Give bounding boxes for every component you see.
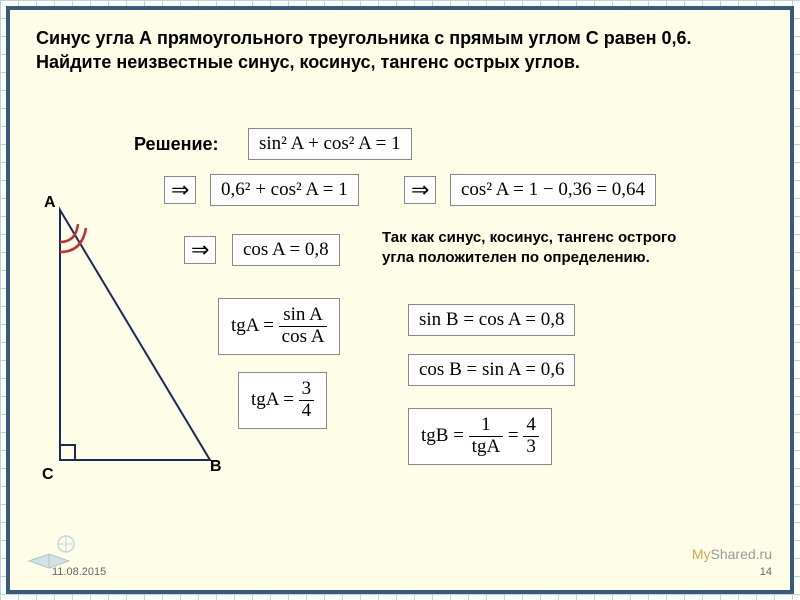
tgA-val-lhs: tgA = [251, 389, 294, 410]
note-line2: угла положителен по определению. [382, 248, 650, 268]
formula-tgA-val: tgA = 3 4 [238, 372, 327, 429]
formula-cosA: cos A = 0,8 [232, 234, 340, 266]
watermark-my: My [692, 546, 711, 562]
note-line1: Так как синус, косинус, тангенс острого [382, 228, 676, 248]
problem-text: Синус угла А прямоугольного треугольника… [36, 26, 764, 75]
tgB-eq: = [508, 425, 523, 446]
vertex-A: A [44, 194, 56, 212]
tgA-val-frac: 3 4 [299, 379, 315, 422]
formula-tgB: tgB = 1 tgA = 4 3 [408, 408, 552, 465]
footer-date: 11.08.2015 [52, 566, 106, 578]
solution-label: Решение: [134, 134, 219, 155]
tgA-frac: sin A cos A [279, 305, 328, 348]
tgB-frac2: 4 3 [523, 415, 539, 458]
arrow-icon: ⇒ [404, 176, 436, 204]
slide-frame: Синус угла А прямоугольного треугольника… [6, 6, 794, 594]
triangle-diagram: A B C [40, 200, 240, 490]
vertex-B: B [210, 458, 222, 476]
formula-cosB: cos B = sin A = 0,6 [408, 354, 575, 386]
vertex-C: C [42, 466, 54, 484]
tgB-lhs: tgB = [421, 425, 464, 446]
formula-sinB: sin B = cos A = 0,8 [408, 304, 575, 336]
triangle-svg [40, 200, 240, 490]
tgB-frac1: 1 tgA [469, 415, 504, 458]
formula-step2: cos² A = 1 − 0,36 = 0,64 [450, 174, 656, 206]
watermark-rest: Shared.ru [711, 546, 772, 562]
formula-identity: sin² A + cos² A = 1 [248, 128, 412, 160]
footer-page: 14 [760, 566, 772, 578]
problem-statement: Синус угла А прямоугольного треугольника… [22, 16, 778, 79]
watermark: MyShared.ru [692, 546, 772, 562]
